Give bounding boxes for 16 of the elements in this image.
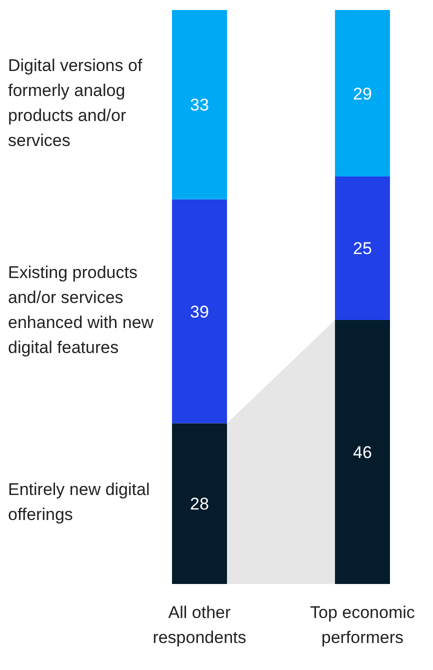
series-label: Digital versions of formerly analog products and/or services <box>8 56 142 151</box>
bar <box>172 199 227 424</box>
data-label: 29 <box>353 84 372 104</box>
bar <box>172 423 227 584</box>
data-label: 25 <box>353 239 372 258</box>
x-tick-label: Top economic performers <box>310 603 416 647</box>
bar <box>172 10 227 200</box>
series-label: Existing products and/or services enhanced with new digital features <box>8 263 154 358</box>
data-label: 33 <box>190 96 209 115</box>
series-label: Entirely new digital offerings <box>8 480 150 525</box>
data-label: 39 <box>190 302 209 322</box>
bar <box>334 176 390 320</box>
bar <box>334 10 390 176</box>
data-label: 28 <box>190 494 209 514</box>
x-tick-label: All other respondents <box>152 603 246 647</box>
data-label: 46 <box>353 443 372 462</box>
